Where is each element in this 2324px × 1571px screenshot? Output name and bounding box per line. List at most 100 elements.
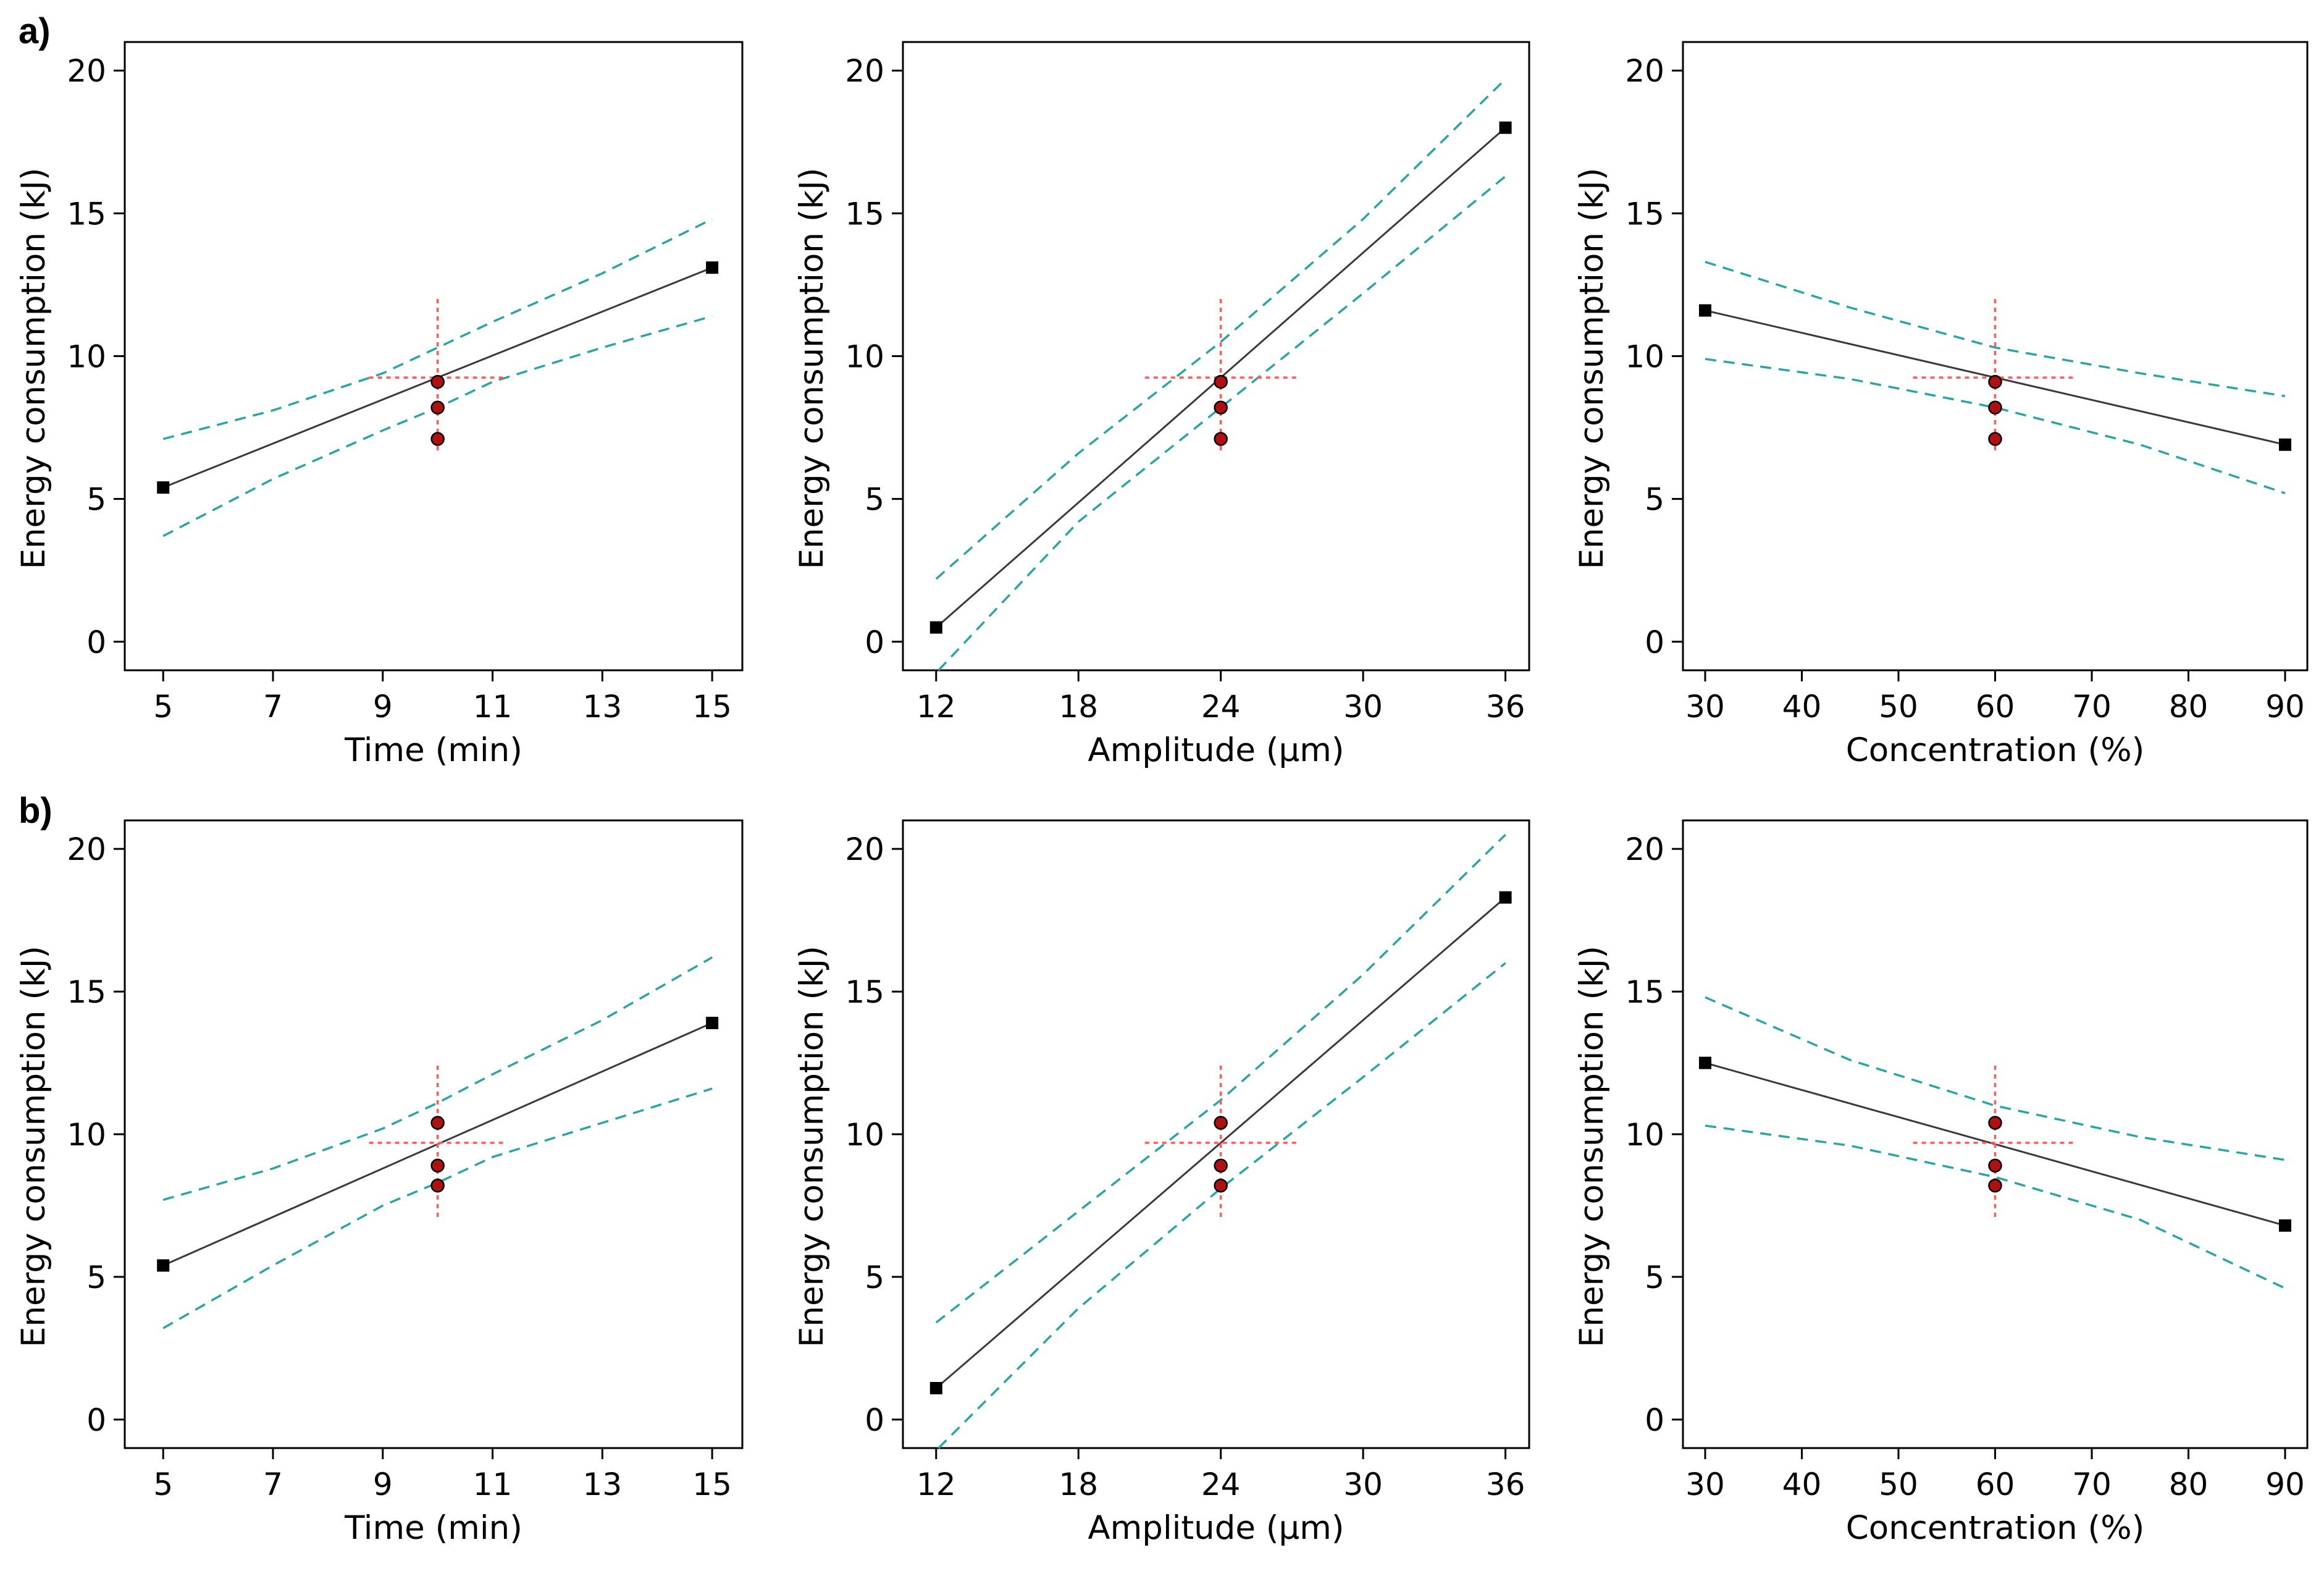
chart-a1-end-point bbox=[157, 481, 170, 494]
chart-a3-center-point bbox=[1988, 374, 2002, 389]
chart-a2-x-axis-label: Amplitude (μm) bbox=[1088, 731, 1344, 769]
chart-a2-ci-lower bbox=[938, 175, 1506, 672]
chart-b2-y-tick-label: 10 bbox=[845, 1117, 884, 1153]
chart-a1-ci-upper bbox=[162, 218, 713, 440]
chart-b2-y-tick-label: 0 bbox=[865, 1402, 884, 1438]
chart-a2-end-point bbox=[929, 621, 942, 634]
chart-b3-center-point bbox=[1988, 1178, 2002, 1193]
chart-a2-y-tick-label: 10 bbox=[845, 339, 884, 375]
chart-b2-x-tick-label: 12 bbox=[917, 1467, 956, 1502]
chart-a3-end-point bbox=[1698, 304, 1711, 317]
chart-a1-x-tick-label: 7 bbox=[263, 689, 283, 725]
chart-a1-y-tick-label: 5 bbox=[86, 482, 106, 518]
chart-b2-x-tick-label: 24 bbox=[1201, 1467, 1241, 1502]
chart-b1-center-point bbox=[430, 1116, 445, 1130]
chart-a2-end-point bbox=[1499, 121, 1512, 134]
chart-a1-end-point bbox=[706, 261, 719, 274]
chart-a2-center-point bbox=[1214, 400, 1228, 415]
chart-a3-center-point bbox=[1988, 432, 2002, 446]
chart-a1-frame bbox=[124, 41, 744, 672]
chart-a2: 12 18 24 30 36 0 5 10 15 20 Amplitude (μm) Energy c… bbox=[793, 41, 1530, 769]
chart-a1-center-point bbox=[430, 432, 445, 446]
chart-b3-y-tick-label: 15 bbox=[1625, 974, 1664, 1010]
chart-b2-ci-lower bbox=[938, 962, 1506, 1449]
chart-b1-x-tick-label: 5 bbox=[153, 1467, 173, 1502]
row-b-tag: b) bbox=[19, 791, 52, 831]
chart-a3-x-tick-label: 40 bbox=[1782, 689, 1822, 725]
chart-b1-end-point bbox=[706, 1016, 719, 1029]
chart-a3-y-tick-label: 20 bbox=[1625, 53, 1664, 89]
chart-a3-x-tick-label: 70 bbox=[2072, 689, 2112, 725]
chart-a1-x-tick-label: 11 bbox=[473, 689, 513, 725]
chart-b1-y-axis-label: Energy consumption (kJ) bbox=[15, 946, 52, 1347]
chart-b2-x-tick-label: 18 bbox=[1059, 1467, 1098, 1502]
chart-a2-y-tick-label: 5 bbox=[865, 482, 884, 518]
chart-b1-y-tick-label: 20 bbox=[67, 832, 106, 867]
chart-a1-y-tick-label: 15 bbox=[67, 196, 106, 232]
chart-a1-center-point bbox=[430, 400, 445, 415]
chart-a1-x-axis-label: Time (min) bbox=[344, 731, 522, 769]
chart-b2-end-point bbox=[929, 1382, 942, 1395]
chart-b3-y-tick-label: 20 bbox=[1625, 832, 1664, 867]
chart-a1-x-tick-label: 15 bbox=[692, 689, 732, 725]
chart-a1-center-point bbox=[430, 374, 445, 389]
chart-b1: 5 7 9 11 13 15 0 5 10 15 20 Time (min) Energy consum… bbox=[15, 819, 744, 1547]
chart-b3-center-point bbox=[1988, 1116, 2002, 1130]
chart-a3-end-point bbox=[2279, 438, 2292, 451]
chart-a2-y-tick-label: 15 bbox=[845, 196, 884, 232]
chart-a3-y-tick-label: 10 bbox=[1625, 339, 1664, 375]
chart-b2-fit-line bbox=[935, 896, 1506, 1389]
chart-b1-x-tick-label: 7 bbox=[263, 1467, 283, 1502]
chart-b1-y-tick-label: 5 bbox=[86, 1260, 106, 1295]
chart-b1-x-axis-label: Time (min) bbox=[344, 1509, 522, 1547]
chart-b2-frame bbox=[902, 819, 1530, 1449]
chart-a1-y-tick-label: 20 bbox=[67, 53, 106, 89]
chart-b2-center-point bbox=[1214, 1116, 1228, 1130]
chart-b3-y-tick-label: 5 bbox=[1645, 1260, 1664, 1295]
chart-a3-x-axis-label: Concentration (%) bbox=[1846, 731, 2145, 769]
chart-b3-x-tick-label: 90 bbox=[2265, 1467, 2305, 1502]
chart-a2-x-tick-label: 24 bbox=[1201, 689, 1241, 725]
chart-a1-y-axis-label: Energy consumption (kJ) bbox=[15, 167, 52, 569]
chart-a2-y-tick-label: 0 bbox=[865, 625, 884, 660]
charts: 5 7 9 11 13 15 0 5 10 15 20 Time (min) Energy consum… bbox=[15, 41, 2309, 1547]
chart-a2-frame bbox=[902, 41, 1530, 672]
chart-b3-x-tick-label: 60 bbox=[1976, 1467, 2015, 1502]
chart-b2-x-axis-label: Amplitude (μm) bbox=[1088, 1509, 1344, 1547]
chart-b2-center-point bbox=[1214, 1178, 1228, 1193]
chart-b2-y-tick-label: 15 bbox=[845, 974, 884, 1010]
chart-a3-x-tick-label: 50 bbox=[1879, 689, 1918, 725]
chart-b2-ci-upper bbox=[935, 833, 1506, 1324]
chart-b1-x-tick-label: 9 bbox=[373, 1467, 393, 1502]
chart-a2-center-point bbox=[1214, 374, 1228, 389]
chart-a3-y-tick-label: 0 bbox=[1645, 625, 1664, 660]
chart-a3-ci-upper bbox=[1705, 261, 2286, 397]
chart-a3-y-tick-label: 5 bbox=[1645, 482, 1664, 518]
chart-b2-x-tick-label: 36 bbox=[1486, 1467, 1525, 1502]
chart-b3-y-tick-label: 10 bbox=[1625, 1117, 1664, 1153]
chart-a2-x-tick-label: 12 bbox=[917, 689, 956, 725]
chart-b2-y-tick-label: 20 bbox=[845, 832, 884, 867]
chart-a3-x-tick-label: 90 bbox=[2265, 689, 2305, 725]
chart-a1-ci-lower bbox=[162, 315, 713, 537]
chart-b2-y-tick-label: 5 bbox=[865, 1260, 884, 1295]
chart-a2-y-axis-label: Energy consumption (kJ) bbox=[793, 167, 831, 569]
chart-b3-x-axis-label: Concentration (%) bbox=[1846, 1509, 2145, 1547]
chart-b1-x-tick-label: 11 bbox=[473, 1467, 513, 1502]
chart-b3-y-axis-label: Energy consumption (kJ) bbox=[1573, 946, 1611, 1347]
chart-b1-center-point bbox=[430, 1178, 445, 1193]
chart-a3-center-point bbox=[1988, 400, 2002, 415]
chart-b1-y-tick-label: 15 bbox=[67, 974, 106, 1010]
chart-b3: 30 40 50 60 70 80 90 0 5 10 15 20 Concentration (%) E… bbox=[1573, 819, 2309, 1547]
chart-b3-center-point bbox=[1988, 1158, 2002, 1173]
chart-a1-y-tick-label: 0 bbox=[86, 625, 106, 660]
chart-b3-x-tick-label: 80 bbox=[2169, 1467, 2209, 1502]
chart-b3-end-point bbox=[1698, 1056, 1711, 1069]
chart-b1-frame bbox=[124, 819, 744, 1449]
chart-a3-ci-lower bbox=[1705, 358, 2286, 495]
row-a-tag: a) bbox=[19, 11, 51, 51]
chart-a1-x-tick-label: 13 bbox=[583, 689, 623, 725]
chart-a1-x-tick-label: 5 bbox=[153, 689, 173, 725]
chart-b3-x-tick-label: 70 bbox=[2072, 1467, 2112, 1502]
